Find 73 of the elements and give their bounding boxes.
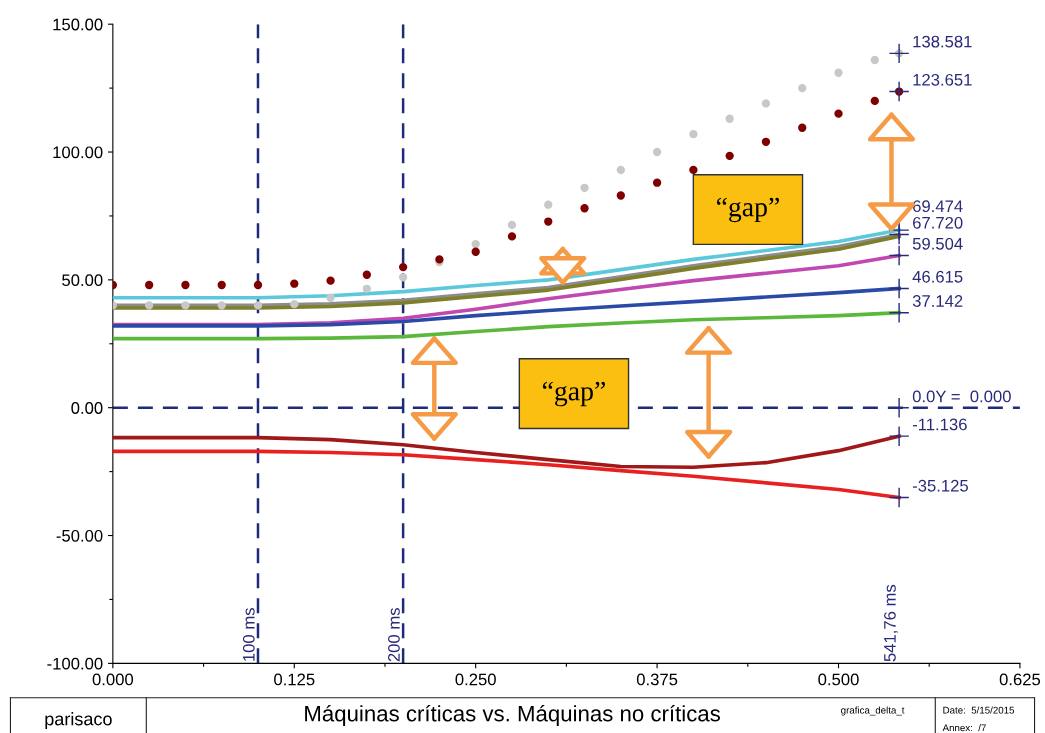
point [834,68,843,77]
point [362,284,371,293]
point [144,301,154,310]
point [616,191,625,200]
point [544,200,553,209]
point [507,220,517,230]
point [798,83,807,93]
annotation: “gap” [542,381,605,407]
ref-line-label: 0.0Y = 0.000 [912,390,1011,403]
data-label: -35.125 [912,479,968,492]
data-label: -11.136 [912,418,967,431]
point [888,278,910,299]
point [544,217,553,226]
y-tick-label: 150.00 [53,18,103,31]
point [253,280,263,290]
point [398,273,408,282]
point [471,239,480,249]
point [217,280,226,290]
y-tick-label: 0.00 [71,402,103,414]
point [652,147,662,157]
x-tick-label: 0.250 [455,673,496,686]
data-label: 37.142 [912,295,963,307]
annotation: “gap” [716,197,779,223]
point [507,232,517,241]
text: parisaco [45,712,112,729]
data-label: 123.651 [913,73,972,86]
text: grafica_delta_t [841,706,905,716]
point [761,137,771,146]
point [580,183,589,192]
point [870,55,879,65]
y-tick-label: -50.00 [56,529,103,542]
point [652,178,662,187]
point [144,280,154,290]
y-tick-label: -100.00 [47,657,103,670]
point [471,247,480,256]
x-tick-label: 0.625 [999,673,1041,686]
point [217,301,226,310]
point [398,262,408,272]
x-tick-label: 0.125 [274,673,315,686]
point [181,280,190,290]
y-tick-label: 50.00 [62,274,103,287]
x-tick-label: 0.000 [92,673,134,686]
point [290,279,299,288]
point [689,129,698,139]
point [725,114,734,123]
point [870,96,879,106]
data-label: 46.615 [912,270,963,283]
data-label: 59.504 [912,237,963,250]
annotation: 541,76 ms [884,584,898,662]
point [689,165,698,175]
point [616,165,625,175]
text: Annex: /7 [942,724,986,732]
point [798,123,807,132]
point [290,299,299,309]
point [326,276,335,285]
data-label: 67.720 [913,216,963,229]
data-label: 69.474 [913,200,963,213]
point [326,293,335,302]
y-tick-label: 100.00 [53,146,103,159]
data-label: 138.581 [913,35,972,48]
text: Máquinas críticas vs. Máquinas no críticas [305,704,720,726]
ref-line-label: 200 ms [388,608,400,662]
point [580,204,589,213]
x-tick-label: 0.500 [818,673,859,686]
text: Date: 5/15/2015 [943,706,1015,714]
x-tick-label: 0.375 [636,673,678,686]
point [253,301,263,310]
ref-line-label: 100 ms [242,608,255,661]
point [834,109,843,118]
point [761,99,771,108]
point [181,301,190,310]
point [725,151,734,161]
point [362,270,371,279]
